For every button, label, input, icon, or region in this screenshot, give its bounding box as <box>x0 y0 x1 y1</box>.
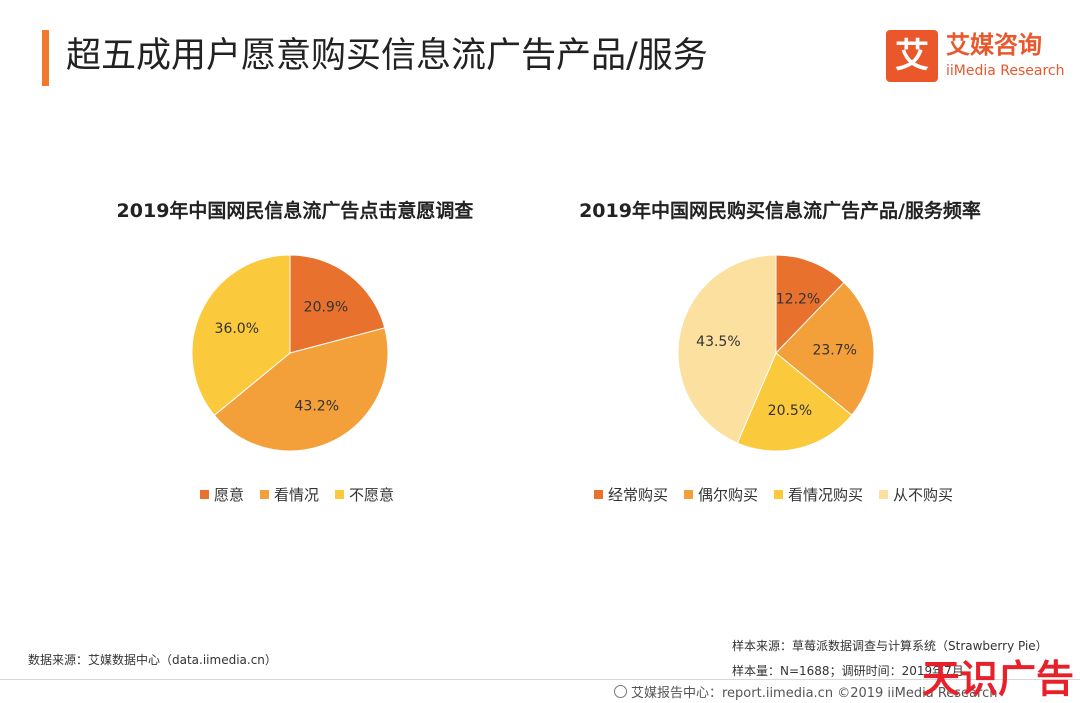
pie-chart-click-intent: 20.9% 43.2% 36.0% <box>191 254 389 452</box>
chart-2-legend-swatch-3 <box>879 490 889 499</box>
chart-1-legend-item-1: 看情况 <box>260 484 319 505</box>
chart-2-slice-1 <box>775 281 875 416</box>
chart-2-label-3: 43.5% <box>696 334 740 350</box>
chart-2-legend-item-0: 经常购买 <box>594 484 668 505</box>
footer-divider <box>0 679 1080 680</box>
chart-1-slice-2 <box>191 254 291 417</box>
chart-1-legend-item-0: 愿意 <box>200 484 244 505</box>
watermark: 天识广告 <box>922 657 1075 701</box>
globe-icon <box>614 685 627 698</box>
report-center-text: 艾媒报告中心：report.iimedia.cn ©2019 iiMedia R… <box>631 686 998 701</box>
chart-2-legend-swatch-2 <box>774 490 784 499</box>
sample-source: 样本来源：草莓派数据调查与计算系统（Strawberry Pie） <box>732 639 1048 653</box>
chart-2-legend-label-2: 看情况购买 <box>788 486 864 504</box>
sample-info: 样本来源：草莓派数据调查与计算系统（Strawberry Pie） 样本量：N=… <box>732 634 1048 684</box>
chart-2-slice-3 <box>677 254 777 444</box>
title-accent-bar <box>42 30 49 86</box>
chart-2-slice-0 <box>775 254 845 355</box>
chart-1-legend-label-0: 愿意 <box>214 486 245 504</box>
pie-chart-purchase-frequency: 12.2% 23.7% 20.5% 43.5% <box>677 254 875 452</box>
chart-1-legend-label-2: 不愿意 <box>349 486 395 504</box>
chart-2-legend-item-3: 从不购买 <box>879 484 953 505</box>
chart-1-label-2: 36.0% <box>215 321 259 337</box>
chart-1-label-1: 43.2% <box>295 398 339 414</box>
chart-2-legend-label-0: 经常购买 <box>608 486 669 504</box>
logo-cn-text: 艾媒咨询 <box>946 31 1042 59</box>
chart-2-legend-label-3: 从不购买 <box>893 486 954 504</box>
logo-en-text: iiMedia Research <box>946 63 1065 79</box>
chart-2-label-2: 20.5% <box>768 403 812 419</box>
chart-2-legend-swatch-0 <box>594 490 603 499</box>
chart-1-legend: 愿意 看情况 不愿意 <box>200 484 394 505</box>
chart-1-legend-swatch-2 <box>335 490 345 499</box>
chart-2-legend-label-1: 偶尔购买 <box>698 486 759 504</box>
chart-1-label-0: 20.9% <box>304 299 348 315</box>
chart-2-legend-item-1: 偶尔购买 <box>684 484 758 505</box>
chart-1-title: 2019年中国网民信息流广告点击意愿调查 <box>116 200 474 222</box>
chart-2-label-0: 12.2% <box>776 292 820 308</box>
chart-1-slice-1 <box>213 327 389 452</box>
chart-2-legend-swatch-1 <box>684 490 694 499</box>
chart-2-label-1: 23.7% <box>812 343 856 359</box>
iimedia-logo: 艾 艾媒咨询 iiMedia Research <box>886 30 1065 84</box>
chart-2-legend-item-2: 看情况购买 <box>774 484 863 505</box>
chart-1-legend-swatch-1 <box>260 490 270 499</box>
sample-size: 样本量：N=1688；调研时间：2019年7月 <box>732 664 964 678</box>
chart-1-legend-item-2: 不愿意 <box>335 484 394 505</box>
chart-2-title: 2019年中国网民购买信息流广告产品/服务频率 <box>579 200 981 222</box>
chart-1-legend-label-1: 看情况 <box>274 486 320 504</box>
report-center-footer: 艾媒报告中心：report.iimedia.cn ©2019 iiMedia R… <box>614 682 997 701</box>
logo-mark: 艾 <box>886 30 938 82</box>
chart-1-legend-swatch-0 <box>200 490 209 499</box>
chart-2-legend: 经常购买 偶尔购买 看情况购买 从不购买 <box>594 484 953 505</box>
page-title: 超五成用户愿意购买信息流广告产品/服务 <box>66 36 708 76</box>
data-source: 数据来源：艾媒数据中心（data.iimedia.cn） <box>28 653 277 667</box>
chart-1-slice-0 <box>289 254 386 354</box>
